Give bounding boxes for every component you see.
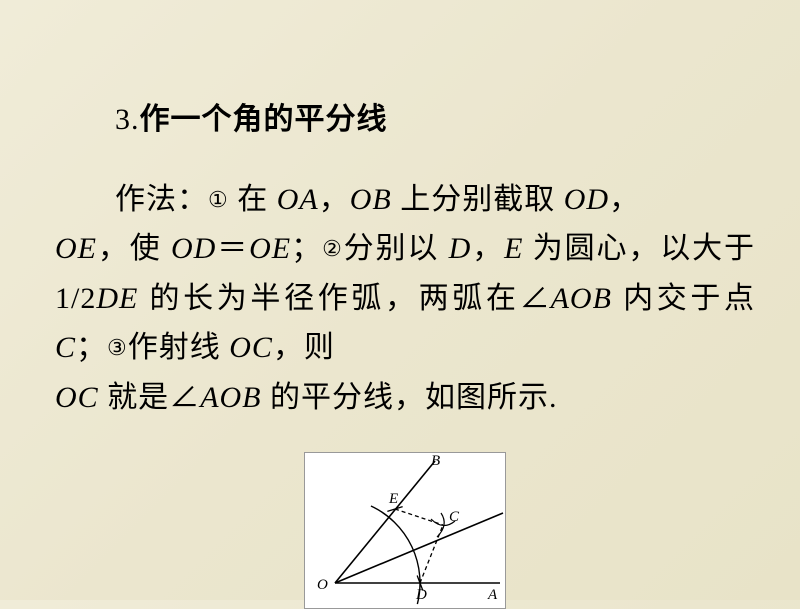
sym-oe: OE <box>55 232 97 265</box>
t: ， <box>471 232 504 265</box>
title-line: 3.作一个角的平分线 <box>55 95 755 145</box>
sym-c: C <box>55 331 76 364</box>
svg-text:C: C <box>449 509 460 525</box>
t: 分别以 <box>343 232 449 265</box>
t: 的平分线，如图所示. <box>262 381 558 414</box>
sym-d: D <box>449 232 472 265</box>
t: ， <box>609 183 640 216</box>
svg-text:O: O <box>317 577 328 593</box>
sym-oe2: OE <box>249 232 291 265</box>
t: ， <box>319 183 350 216</box>
slide-content: 3.作一个角的平分线 作法：① 在 OA，OB 上分别截取 OD，OE，使 OD… <box>0 0 800 609</box>
step-3-marker: ③ <box>107 330 128 366</box>
t: 内交于点 <box>612 282 755 315</box>
angle-bisector-figure: O A B C D E <box>304 452 506 609</box>
sym-od: OD <box>564 183 609 216</box>
sym-aob2: AOB <box>200 381 261 414</box>
angle: ∠ <box>169 381 200 414</box>
sym-aob: AOB <box>551 282 612 315</box>
svg-text:B: B <box>431 453 440 469</box>
eq: ＝ <box>216 232 249 265</box>
step-1-marker: ① <box>208 182 229 218</box>
half: 1/2 <box>55 282 96 315</box>
sym-ob: OB <box>350 183 392 216</box>
t: 作法： <box>115 183 208 216</box>
sym-e: E <box>504 232 523 265</box>
t: 为圆心，以大于 <box>523 232 755 265</box>
sym-de: DE <box>96 282 138 315</box>
t: 就是 <box>99 381 170 414</box>
sym-oc: OC <box>229 331 273 364</box>
sym-oa: OA <box>277 183 319 216</box>
t: ； <box>76 331 107 364</box>
sym-od2: OD <box>171 232 216 265</box>
svg-text:A: A <box>487 587 498 603</box>
title-number: 3. <box>115 103 140 136</box>
svg-text:E: E <box>388 491 398 507</box>
title-bold: 作一个角的平分线 <box>140 103 388 136</box>
t: 的长为半径作弧，两弧在 <box>138 282 519 315</box>
sym-oc2: OC <box>55 381 99 414</box>
t: 作射线 <box>128 331 230 364</box>
t: ； <box>291 232 322 265</box>
t: 在 <box>229 183 277 216</box>
svg-text:D: D <box>415 587 427 603</box>
angle: ∠ <box>520 282 551 315</box>
body-text: 作法：① 在 OA，OB 上分别截取 OD，OE，使 OD＝OE；②分别以 D，… <box>55 175 755 423</box>
t: 上分别截取 <box>392 183 564 216</box>
step-2-marker: ② <box>322 231 343 267</box>
t: ，使 <box>97 232 171 265</box>
t: ，则 <box>273 331 335 364</box>
